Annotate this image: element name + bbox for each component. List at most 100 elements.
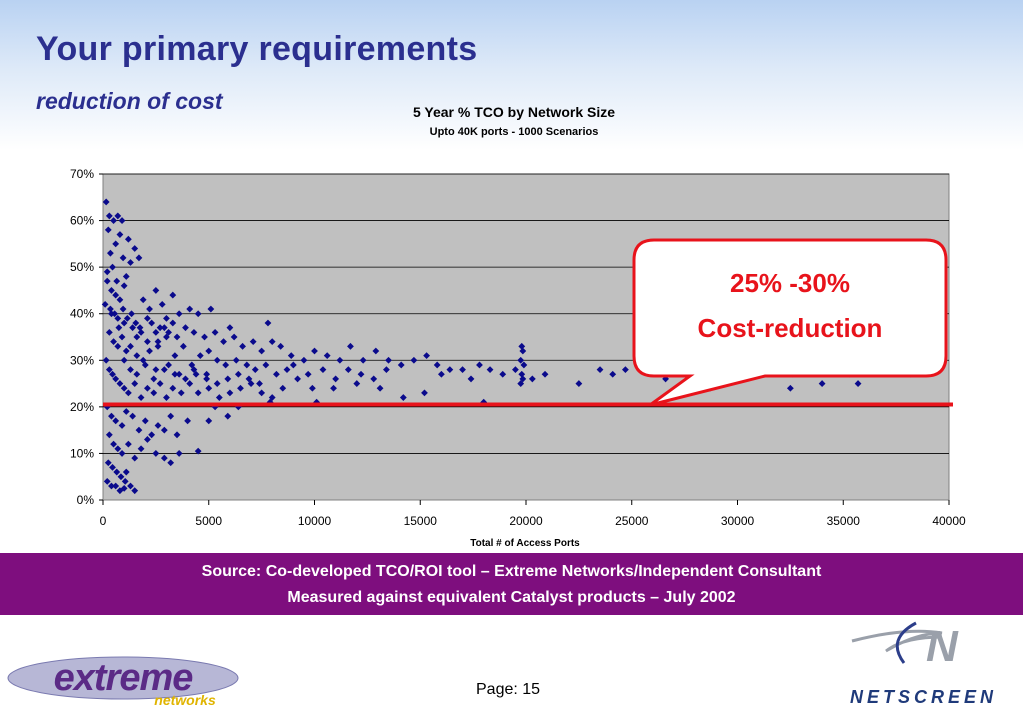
data-point	[113, 468, 121, 476]
data-point	[109, 370, 116, 378]
data-point	[135, 426, 143, 434]
data-point	[102, 356, 110, 364]
y-tick-label: 40%	[70, 307, 94, 321]
slide-title: Your primary requirements	[36, 30, 478, 68]
data-point	[854, 380, 862, 387]
data-point	[114, 314, 122, 322]
data-point	[154, 342, 162, 350]
data-point	[575, 380, 583, 387]
data-point	[211, 328, 219, 336]
data-point	[262, 361, 270, 369]
data-point	[520, 361, 528, 369]
data-point	[459, 366, 466, 373]
data-point	[201, 333, 208, 341]
data-point	[133, 352, 141, 360]
data-point	[376, 384, 384, 392]
data-point	[148, 431, 156, 439]
y-tick-label: 50%	[70, 260, 94, 274]
data-point	[156, 380, 164, 387]
header-background	[0, 0, 1023, 150]
data-point	[165, 361, 172, 369]
data-point	[152, 328, 160, 336]
data-point	[311, 347, 318, 355]
data-point	[194, 310, 202, 318]
data-point	[332, 375, 340, 383]
data-point	[120, 282, 128, 290]
data-point	[279, 384, 287, 392]
x-tick-label: 30000	[721, 514, 755, 528]
data-point	[115, 324, 123, 332]
callout-bubble	[632, 238, 948, 407]
data-point	[169, 319, 177, 327]
data-point	[277, 342, 285, 350]
data-point	[144, 338, 151, 346]
chart-title: 5 Year % TCO by Network Size	[413, 104, 615, 120]
data-point	[132, 319, 140, 327]
data-point	[230, 333, 238, 341]
data-point	[127, 259, 134, 266]
data-point	[136, 324, 144, 332]
data-point	[226, 324, 234, 332]
data-point	[116, 296, 124, 304]
data-point	[175, 450, 183, 457]
data-point	[141, 417, 149, 425]
data-point	[173, 333, 181, 341]
x-tick-label: 35000	[827, 514, 861, 528]
data-point	[105, 328, 113, 336]
data-point	[160, 324, 168, 332]
data-point	[251, 366, 259, 373]
data-point	[150, 389, 158, 397]
data-point	[410, 356, 418, 364]
data-point	[486, 366, 494, 373]
data-point	[184, 417, 191, 425]
data-point	[123, 314, 131, 322]
data-point	[289, 361, 297, 369]
data-point	[108, 482, 115, 490]
data-point	[258, 389, 266, 397]
data-point	[171, 370, 179, 378]
data-point	[224, 375, 232, 383]
data-point	[357, 370, 365, 378]
measurement-note: Measured against equivalent Catalyst pro…	[287, 589, 736, 606]
data-point	[517, 356, 525, 364]
data-point	[499, 370, 507, 378]
data-point	[249, 338, 257, 346]
data-point	[205, 347, 213, 355]
data-point	[102, 198, 110, 206]
data-point	[273, 370, 280, 378]
data-point	[347, 342, 354, 350]
data-point	[114, 342, 122, 350]
data-point	[203, 375, 211, 383]
data-point	[112, 291, 120, 299]
data-point	[144, 314, 151, 322]
data-point	[141, 361, 149, 369]
y-tick-label: 0%	[77, 493, 95, 507]
data-point	[167, 459, 175, 467]
data-point	[114, 212, 122, 220]
data-point	[139, 296, 147, 304]
data-point	[109, 263, 116, 271]
data-point	[330, 384, 337, 392]
data-point	[175, 310, 183, 318]
y-tick-label: 60%	[70, 214, 94, 228]
data-point	[512, 366, 519, 373]
data-point	[196, 352, 204, 360]
data-point	[129, 324, 137, 332]
data-point	[131, 454, 139, 462]
data-point	[144, 384, 151, 392]
data-point	[359, 356, 367, 364]
source-banner: Source: Co-developed TCO/ROI tool – Extr…	[0, 553, 1023, 615]
x-axis-label: Total # of Access Ports	[470, 538, 580, 549]
data-point	[171, 352, 179, 360]
data-point	[433, 361, 441, 369]
data-point	[205, 417, 213, 425]
data-point	[131, 487, 139, 495]
data-point	[186, 305, 194, 313]
data-point	[372, 347, 380, 355]
data-point	[131, 380, 139, 387]
data-point	[112, 375, 120, 383]
data-point	[194, 447, 202, 455]
data-point	[131, 245, 139, 252]
data-point	[109, 464, 116, 471]
y-axis: 0% 10% 20% 30% 40% 50% 60% 70%	[70, 167, 103, 507]
